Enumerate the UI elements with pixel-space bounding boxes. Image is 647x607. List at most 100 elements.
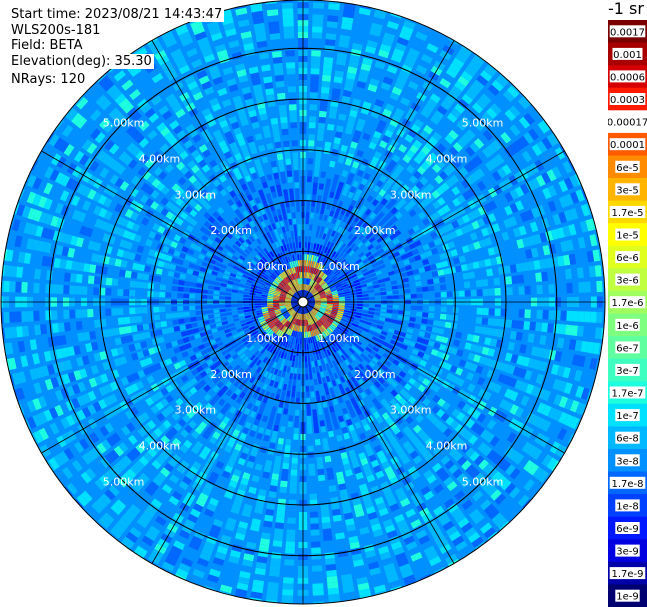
range-gate	[313, 336, 317, 343]
range-gate	[207, 290, 214, 295]
range-gate	[486, 369, 495, 379]
range-gate	[354, 421, 362, 430]
range-gate	[403, 374, 412, 382]
range-gate	[299, 325, 301, 332]
range-gate	[282, 577, 294, 584]
range-gate	[362, 327, 370, 333]
range-gate	[269, 411, 276, 419]
range-gate	[310, 62, 321, 69]
range-gate	[351, 323, 359, 328]
range-gate	[439, 343, 447, 351]
range-gate	[291, 361, 295, 368]
range-gate	[269, 367, 275, 374]
range-gate	[310, 311, 315, 317]
range-gate	[524, 309, 531, 319]
range-gate	[278, 357, 283, 365]
range-gate	[294, 318, 297, 325]
range-gate	[341, 500, 351, 509]
range-gate	[172, 278, 179, 285]
range-gate	[269, 33, 281, 40]
range-gate	[320, 305, 327, 308]
range-gate	[263, 434, 270, 442]
range-gate	[345, 518, 355, 526]
range-gate	[225, 304, 232, 308]
range-gate	[250, 597, 262, 602]
range-gate	[400, 344, 408, 351]
range-gate	[402, 401, 411, 410]
range-gate	[320, 92, 329, 100]
range-gate	[291, 140, 298, 147]
range-gate	[69, 309, 76, 319]
range-gate	[401, 326, 408, 332]
range-gate	[432, 384, 441, 393]
range-gate	[386, 309, 393, 314]
range-gate	[517, 320, 525, 330]
range-gate	[313, 342, 317, 349]
range-gate	[385, 394, 394, 402]
range-gate	[39, 310, 46, 321]
range-gate	[355, 570, 367, 579]
range-gate	[10, 326, 18, 339]
range-gate	[391, 314, 399, 319]
range-gate	[294, 331, 298, 338]
range-gate	[237, 457, 246, 466]
range-gate	[305, 319, 308, 326]
range-gate	[308, 331, 312, 338]
range-gate	[250, 449, 258, 457]
range-gate	[344, 366, 351, 374]
range-gate	[317, 378, 322, 385]
range-gate	[141, 315, 149, 322]
range-gate	[323, 56, 334, 64]
range-gate	[317, 474, 326, 482]
range-gate	[252, 512, 263, 520]
range-gate	[311, 44, 322, 51]
range-gate	[422, 387, 431, 397]
range-gate	[304, 307, 306, 314]
range-gate	[307, 439, 314, 446]
range-gate	[448, 447, 459, 458]
range-gate	[327, 473, 335, 481]
range-gate	[251, 424, 258, 432]
range-gate	[319, 340, 324, 347]
range-gate	[514, 379, 523, 390]
range-gate	[322, 364, 327, 371]
range-gate	[332, 454, 340, 462]
range-gate	[291, 134, 298, 141]
range-gate	[444, 321, 452, 329]
range-gate	[327, 479, 336, 487]
range-gate	[361, 360, 368, 367]
range-gate	[328, 485, 337, 493]
range-gate	[171, 285, 178, 292]
range-gate	[307, 152, 314, 159]
range-gate	[356, 306, 363, 310]
range-gate	[311, 38, 322, 45]
range-gate	[490, 489, 502, 501]
range-gate	[283, 565, 295, 572]
range-gate	[517, 494, 530, 507]
range-gate	[242, 446, 250, 455]
range-gate	[420, 433, 430, 443]
range-gate	[347, 529, 358, 538]
range-gate	[326, 394, 332, 401]
range-gate	[373, 444, 383, 454]
range-gate	[310, 355, 314, 362]
range-gate	[295, 337, 298, 344]
range-gate	[203, 508, 215, 518]
range-gate	[428, 355, 436, 363]
range-gate	[195, 294, 202, 299]
range-gate	[324, 370, 329, 377]
range-gate	[456, 378, 465, 387]
range-gate	[304, 313, 306, 320]
range-gate	[276, 388, 282, 396]
range-gate	[499, 521, 510, 531]
range-gate	[317, 128, 325, 136]
range-gate	[459, 427, 469, 438]
range-gate	[486, 449, 498, 461]
range-gate	[284, 444, 291, 452]
range-gate	[46, 270, 53, 281]
range-gate	[135, 281, 143, 289]
range-gate	[325, 135, 333, 143]
range-gate	[283, 450, 291, 458]
range-gate	[201, 487, 212, 497]
range-gate	[189, 287, 196, 293]
